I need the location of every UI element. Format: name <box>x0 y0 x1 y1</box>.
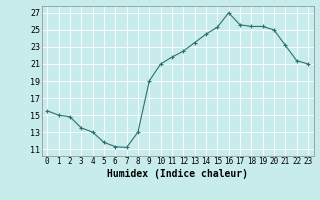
X-axis label: Humidex (Indice chaleur): Humidex (Indice chaleur) <box>107 169 248 179</box>
